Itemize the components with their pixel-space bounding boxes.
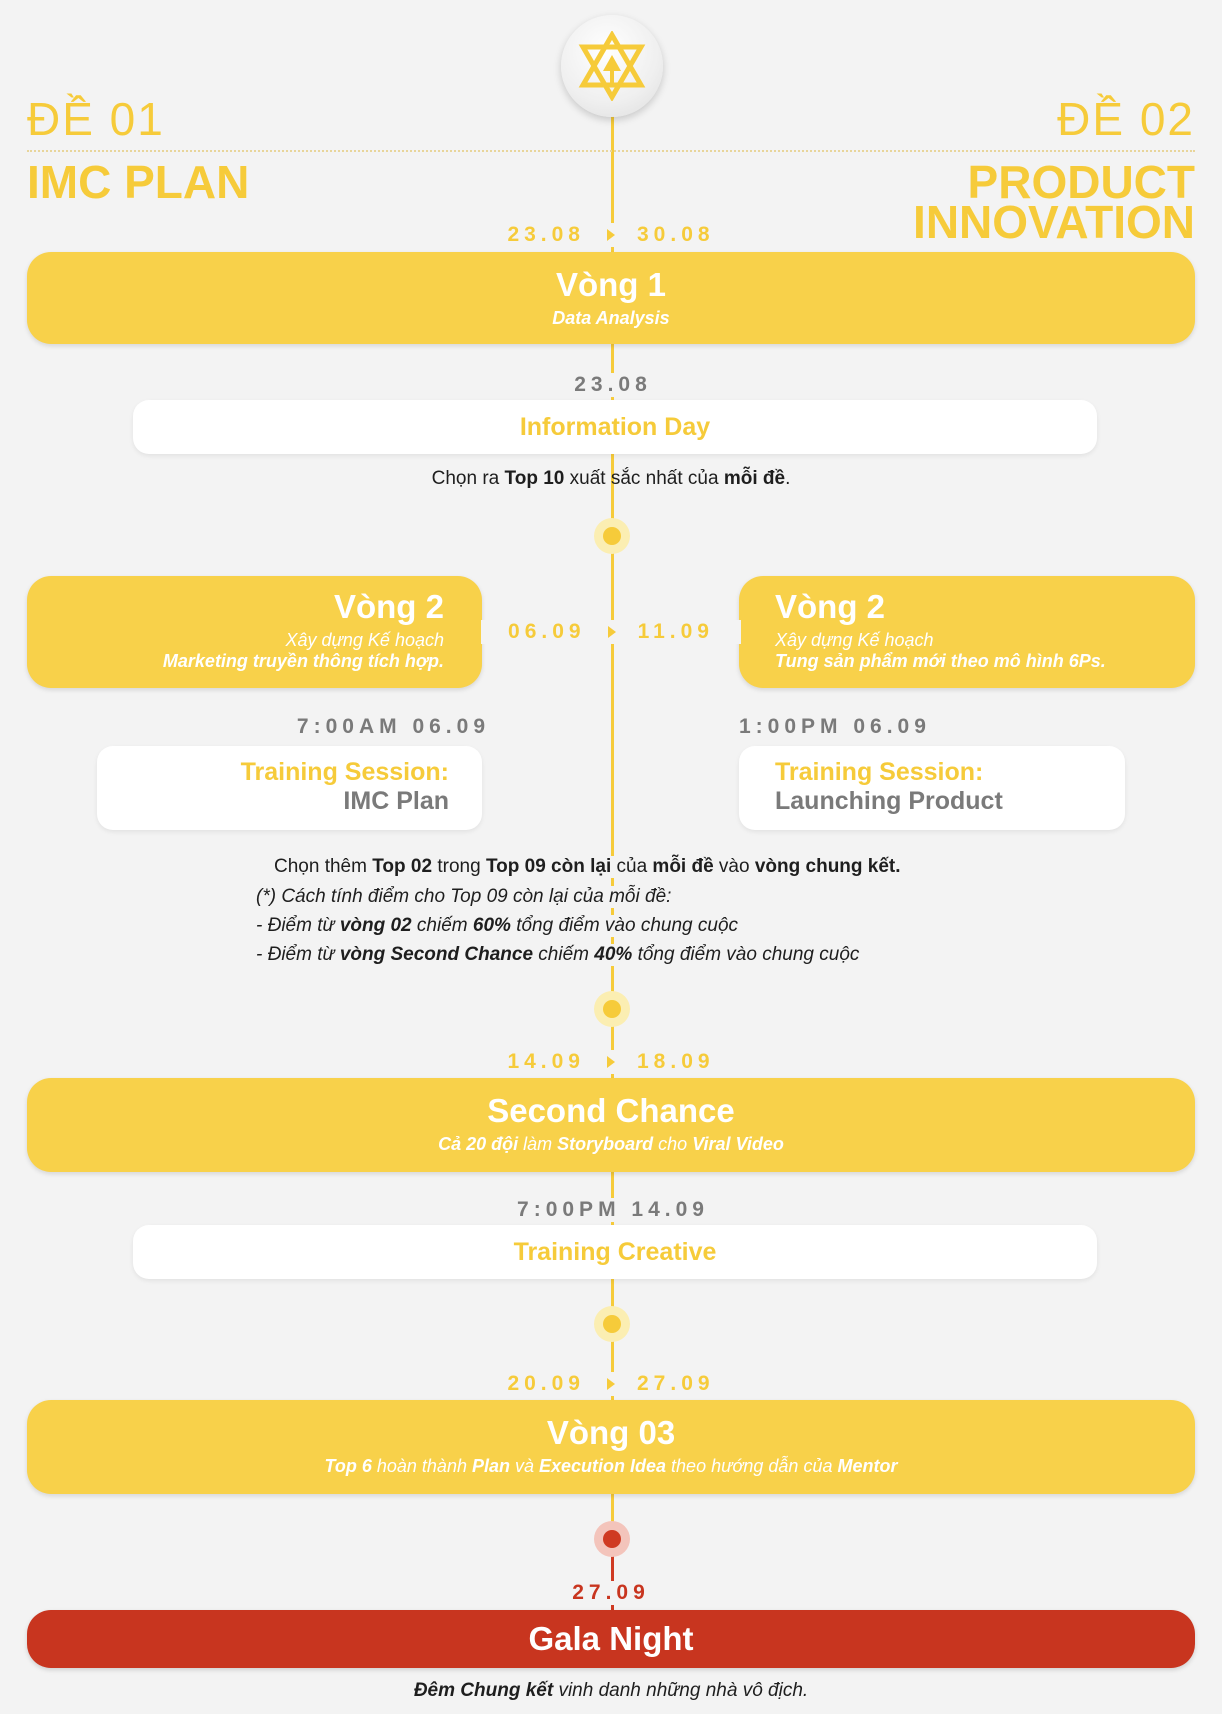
- star-logo-icon: [578, 31, 646, 101]
- training-left-line2: IMC Plan: [343, 787, 449, 815]
- right-topic-number: ĐỀ 02: [1057, 93, 1195, 145]
- score-note-line2: - Điểm từ vòng Second Chance chiếm 40% t…: [256, 944, 860, 966]
- round2-dates: 06.09 11.09: [481, 620, 741, 644]
- second-chance-card: Second Chance Cả 20 đội làm Storyboard c…: [27, 1078, 1195, 1172]
- round1-dates: 23.08 30.08: [481, 223, 741, 247]
- round2-right-card: Vòng 2 Xây dựng Kế hoạch Tung sản phẩm m…: [739, 576, 1195, 688]
- timeline-line-red: [611, 1535, 614, 1610]
- right-topic-title-1: PRODUCT: [967, 156, 1195, 208]
- training-left-card: Training Session: IMC Plan: [97, 746, 482, 830]
- gala-card: Gala Night: [27, 1610, 1195, 1668]
- right-topic-title-2: INNOVATION: [913, 196, 1195, 248]
- round3-date-start: 20.09: [507, 1372, 585, 1395]
- second-chance-date-end: 18.09: [637, 1050, 715, 1073]
- round1-title: Vòng 1: [555, 266, 666, 303]
- round2-left-line2: Marketing truyền thông tích hợp.: [162, 651, 444, 671]
- second-chance-dates: 14.09 18.09: [481, 1050, 741, 1074]
- header-divider: [27, 150, 1195, 152]
- training-creative-date: 7:00PM 14.09: [505, 1198, 721, 1222]
- round1-date-start: 23.08: [507, 223, 585, 246]
- round2-right-title: Vòng 2: [775, 588, 886, 625]
- second-chance-subtitle: Cả 20 đội làm Storyboard cho Viral Video: [438, 1134, 784, 1154]
- round1-subtitle: Data Analysis: [552, 308, 670, 328]
- round3-card: Vòng 03 Top 6 hoàn thành Plan và Executi…: [27, 1400, 1195, 1494]
- round3-title: Vòng 03: [546, 1414, 676, 1451]
- logo: [561, 15, 663, 117]
- training-left-date: 7:00AM 06.09: [270, 715, 490, 739]
- round2-right-line1: Xây dựng Kế hoạch: [775, 630, 934, 650]
- round2-left-title: Vòng 2: [333, 588, 444, 625]
- round2-left-card: Vòng 2 Xây dựng Kế hoạch Marketing truyề…: [27, 576, 482, 688]
- gala-date: 27.09: [533, 1581, 689, 1605]
- training-left-line1: Training Session:: [240, 758, 449, 786]
- info-day-date: 23.08: [561, 373, 665, 397]
- timeline-node: [594, 518, 630, 554]
- round2-left-line1: Xây dựng Kế hoạch: [285, 630, 444, 650]
- arrow-right-icon: [607, 1056, 615, 1068]
- arrow-right-icon: [607, 229, 615, 241]
- round2-right-line2: Tung sản phẩm mới theo mô hình 6Ps.: [775, 651, 1106, 671]
- training-creative-title: Training Creative: [513, 1238, 717, 1266]
- round3-dates: 20.09 27.09: [481, 1372, 741, 1396]
- arrow-right-icon: [607, 1378, 615, 1390]
- info-day-title: Information Day: [519, 413, 711, 441]
- round1-card: Vòng 1 Data Analysis: [27, 252, 1195, 344]
- score-note: (*) Cách tính điểm cho Top 09 còn lại củ…: [256, 886, 672, 908]
- training-right-line1: Training Session:: [775, 758, 984, 786]
- training-right-card: Training Session: Launching Product: [739, 746, 1125, 830]
- timeline-line-top: [611, 115, 614, 1535]
- round1-date-end: 30.08: [637, 223, 715, 246]
- round3-date-end: 27.09: [637, 1372, 715, 1395]
- training-right-line2: Launching Product: [775, 787, 1003, 815]
- timeline-node: [594, 1306, 630, 1342]
- gala-title: Gala Night: [528, 1620, 694, 1657]
- score-note-line1: - Điểm từ vòng 02 chiếm 60% tổng điểm và…: [256, 915, 739, 937]
- arrow-right-icon: [607, 626, 616, 638]
- info-day-description: Chọn ra Top 10 xuất sắc nhất của mỗi đề.: [431, 468, 791, 489]
- training-creative-card: Training Creative: [133, 1225, 1097, 1279]
- timeline-node-final: [594, 1521, 630, 1557]
- second-chance-date-start: 14.09: [507, 1050, 585, 1073]
- left-topic-number: ĐỀ 01: [27, 93, 165, 145]
- round3-subtitle: Top 6 hoàn thành Plan và Execution Idea …: [324, 1456, 898, 1476]
- gala-description: Đêm Chung kết vinh danh những nhà vô địc…: [413, 1680, 809, 1701]
- info-day-card: Information Day: [133, 400, 1097, 454]
- timeline-node: [594, 991, 630, 1027]
- round2-date-end: 11.09: [637, 620, 714, 643]
- selection-text: Chọn thêm Top 02 trong Top 09 còn lại củ…: [274, 856, 901, 878]
- round2-date-start: 06.09: [508, 620, 586, 643]
- training-right-date: 1:00PM 06.09: [739, 715, 959, 739]
- left-topic-title: IMC PLAN: [27, 156, 250, 208]
- second-chance-title: Second Chance: [487, 1092, 735, 1129]
